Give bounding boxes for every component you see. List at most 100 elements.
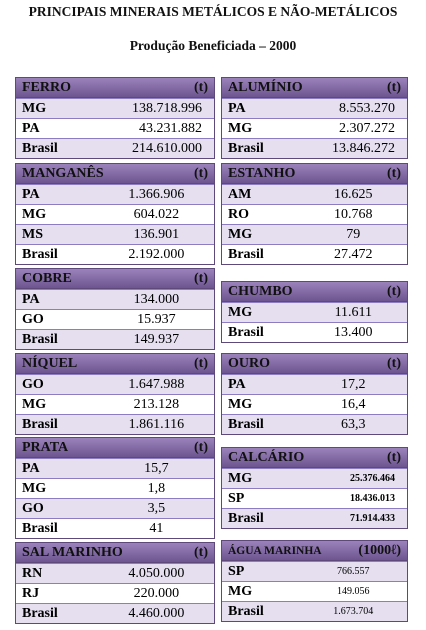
row-label: PA bbox=[22, 460, 40, 476]
row-value: 8.553.270 bbox=[339, 100, 395, 116]
table-unit: (t) bbox=[194, 544, 208, 560]
row-label: Brasil bbox=[228, 510, 264, 526]
row-value: 10.768 bbox=[334, 206, 373, 222]
table-header: PRATA (t) bbox=[16, 438, 214, 458]
row-label: GO bbox=[22, 376, 44, 392]
row-value: 15,7 bbox=[144, 460, 169, 476]
table-row: MG 2.307.272 bbox=[222, 118, 407, 138]
table-name: NÍQUEL bbox=[22, 355, 78, 371]
row-label: Brasil bbox=[228, 246, 264, 262]
table-name: COBRE bbox=[22, 270, 72, 286]
table-row: MG 16,4 bbox=[222, 394, 407, 414]
row-label: GO bbox=[22, 311, 44, 327]
row-value: 1,8 bbox=[147, 480, 166, 496]
row-label: PA bbox=[228, 376, 246, 392]
table-header: SAL MARINHO (t) bbox=[16, 543, 214, 563]
row-label: MG bbox=[22, 396, 47, 412]
row-label: PA bbox=[22, 186, 40, 202]
row-label: MG bbox=[228, 583, 253, 599]
row-label: Brasil bbox=[22, 416, 58, 432]
table-name: OURO bbox=[228, 355, 270, 371]
row-value: 1.647.988 bbox=[128, 376, 185, 392]
row-value: 63,3 bbox=[341, 416, 366, 432]
row-value: 604.022 bbox=[133, 206, 180, 222]
table-unit: (t) bbox=[387, 79, 401, 95]
table-row: SP 766.557 bbox=[222, 561, 407, 581]
row-label: RO bbox=[228, 206, 249, 222]
title: PRINCIPAIS MINERAIS METÁLICOS E NÃO-METÁ… bbox=[28, 4, 398, 19]
table-header: NÍQUEL (t) bbox=[16, 354, 214, 374]
table-row: PA 17,2 bbox=[222, 374, 407, 394]
table-header: ALUMÍNIO (t) bbox=[222, 78, 407, 98]
table-row: PA 43.231.882 bbox=[16, 118, 214, 138]
table-row: PA 8.553.270 bbox=[222, 98, 407, 118]
row-value: 15.937 bbox=[137, 311, 176, 327]
table-unit: (t) bbox=[387, 283, 401, 299]
row-label: Brasil bbox=[22, 140, 58, 156]
table-header: MANGANÊS (t) bbox=[16, 164, 214, 184]
table: PRATA (t) PA 15,7 MG 1,8 GO 3,5 Brasil 41 bbox=[15, 437, 215, 539]
row-value: 214.610.000 bbox=[132, 140, 202, 156]
table-row: MG 149.056 bbox=[222, 581, 407, 601]
table: ESTANHO (t) AM 16.625 RO 10.768 MG 79 Brasil 27.4… bbox=[221, 163, 408, 265]
row-label: Brasil bbox=[228, 603, 264, 619]
table-row: RJ 220.000 bbox=[16, 583, 214, 603]
row-label: GO bbox=[22, 500, 44, 516]
row-label: MG bbox=[22, 480, 47, 496]
table-row: MG 25.376.464 bbox=[222, 468, 407, 488]
table-name: MANGANÊS bbox=[22, 165, 104, 181]
table-unit: (1000ℓ) bbox=[358, 542, 401, 558]
table-row: MS 136.901 bbox=[16, 224, 214, 244]
row-value: 138.718.996 bbox=[132, 100, 202, 116]
table: NÍQUEL (t) GO 1.647.988 MG 213.128 Brasil 1.861… bbox=[15, 353, 215, 435]
table-row: Brasil 214.610.000 bbox=[16, 138, 214, 158]
table-unit: (t) bbox=[387, 355, 401, 371]
row-label: PA bbox=[228, 100, 246, 116]
table-row: RO 10.768 bbox=[222, 204, 407, 224]
row-value: 136.901 bbox=[133, 226, 180, 242]
row-value: 17,2 bbox=[341, 376, 366, 392]
row-value: 4.460.000 bbox=[128, 605, 185, 621]
table-header: ESTANHO (t) bbox=[222, 164, 407, 184]
table: FERRO (t) MG 138.718.996 PA 43.231.882 Brasil 2… bbox=[15, 77, 215, 159]
row-value: 71.914.433 bbox=[350, 513, 395, 524]
table-unit: (t) bbox=[194, 439, 208, 455]
table-row: Brasil 4.460.000 bbox=[16, 603, 214, 623]
row-label: MG bbox=[22, 206, 47, 222]
row-value: 220.000 bbox=[133, 585, 180, 601]
table-row: Brasil 41 bbox=[16, 518, 214, 538]
row-label: SP bbox=[228, 490, 245, 506]
row-label: AM bbox=[228, 186, 252, 202]
row-label: Brasil bbox=[22, 246, 58, 262]
row-label: PA bbox=[22, 291, 40, 307]
table-row: MG 79 bbox=[222, 224, 407, 244]
table-name: SAL MARINHO bbox=[22, 544, 123, 560]
row-label: MS bbox=[22, 226, 43, 242]
table-row: Brasil 1.861.116 bbox=[16, 414, 214, 434]
table: CHUMBO (t) MG 11.611 Brasil 13.400 bbox=[221, 281, 408, 343]
table-row: RN 4.050.000 bbox=[16, 563, 214, 583]
row-label: MG bbox=[228, 120, 253, 136]
table-name: PRATA bbox=[22, 439, 69, 455]
table-unit: (t) bbox=[387, 449, 401, 465]
table-row: MG 11.611 bbox=[222, 302, 407, 322]
row-label: Brasil bbox=[228, 416, 264, 432]
table-name: FERRO bbox=[22, 79, 71, 95]
row-label: Brasil bbox=[22, 520, 58, 536]
row-label: MG bbox=[228, 470, 253, 486]
table-row: GO 15.937 bbox=[16, 309, 214, 329]
row-label: MG bbox=[22, 100, 47, 116]
row-value: 79 bbox=[346, 226, 361, 242]
table-row: AM 16.625 bbox=[222, 184, 407, 204]
table-row: MG 1,8 bbox=[16, 478, 214, 498]
table-unit: (t) bbox=[194, 355, 208, 371]
table: CALCÁRIO (t) MG 25.376.464 SP 18.436.013 Brasi… bbox=[221, 447, 408, 529]
row-label: SP bbox=[228, 563, 245, 579]
row-value: 25.376.464 bbox=[350, 473, 395, 484]
row-value: 134.000 bbox=[133, 291, 180, 307]
row-value: 43.231.882 bbox=[139, 120, 202, 136]
table-row: GO 1.647.988 bbox=[16, 374, 214, 394]
table-row: SP 18.436.013 bbox=[222, 488, 407, 508]
table-name: CHUMBO bbox=[228, 283, 293, 299]
